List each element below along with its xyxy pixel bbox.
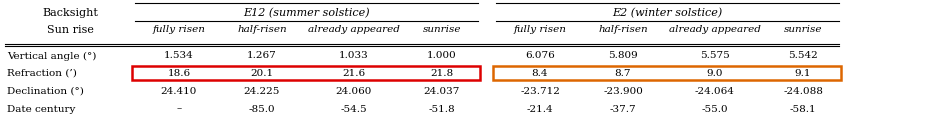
Text: -24.064: -24.064 xyxy=(695,86,735,95)
Text: –: – xyxy=(176,105,182,114)
Text: half-risen: half-risen xyxy=(598,25,647,34)
Text: fully risen: fully risen xyxy=(514,25,567,34)
Text: Sun rise: Sun rise xyxy=(46,25,94,35)
Text: 18.6: 18.6 xyxy=(168,69,191,78)
Text: -85.0: -85.0 xyxy=(248,105,275,114)
Text: 9.1: 9.1 xyxy=(794,69,811,78)
Text: Date century: Date century xyxy=(7,105,76,114)
Text: Vertical angle (°): Vertical angle (°) xyxy=(7,51,97,61)
Text: -54.5: -54.5 xyxy=(340,105,367,114)
Text: sunrise: sunrise xyxy=(784,25,822,34)
Text: Refraction (’): Refraction (’) xyxy=(7,69,77,78)
Text: -23.712: -23.712 xyxy=(520,86,560,95)
Text: 1.267: 1.267 xyxy=(247,52,277,60)
Text: 5.575: 5.575 xyxy=(700,52,729,60)
Text: -55.0: -55.0 xyxy=(702,105,728,114)
Text: 20.1: 20.1 xyxy=(250,69,274,78)
Text: already appeared: already appeared xyxy=(307,25,399,34)
Text: 24.225: 24.225 xyxy=(244,86,281,95)
Text: -58.1: -58.1 xyxy=(790,105,816,114)
Text: 1.033: 1.033 xyxy=(338,52,369,60)
Text: 21.8: 21.8 xyxy=(430,69,453,78)
Text: fully risen: fully risen xyxy=(153,25,206,34)
Text: 8.4: 8.4 xyxy=(532,69,548,78)
Text: 24.060: 24.060 xyxy=(336,86,372,95)
Text: E2 (winter solstice): E2 (winter solstice) xyxy=(612,8,722,18)
Bar xyxy=(493,66,841,80)
Text: 24.037: 24.037 xyxy=(424,86,460,95)
Text: 6.076: 6.076 xyxy=(525,52,555,60)
Text: 5.809: 5.809 xyxy=(608,52,638,60)
Text: 5.542: 5.542 xyxy=(788,52,818,60)
Text: -23.900: -23.900 xyxy=(603,86,643,95)
Text: 9.0: 9.0 xyxy=(706,69,722,78)
Bar xyxy=(132,66,480,80)
Text: 1.000: 1.000 xyxy=(428,52,457,60)
Text: sunrise: sunrise xyxy=(423,25,462,34)
Text: -21.4: -21.4 xyxy=(527,105,554,114)
Text: -37.7: -37.7 xyxy=(610,105,636,114)
Text: -24.088: -24.088 xyxy=(783,86,823,95)
Text: Backsight: Backsight xyxy=(42,8,98,18)
Text: already appeared: already appeared xyxy=(668,25,760,34)
Text: 8.7: 8.7 xyxy=(614,69,631,78)
Text: 24.410: 24.410 xyxy=(161,86,197,95)
Text: 1.534: 1.534 xyxy=(164,52,194,60)
Text: half-risen: half-risen xyxy=(237,25,287,34)
Text: E12 (summer solstice): E12 (summer solstice) xyxy=(244,8,370,18)
Text: -51.8: -51.8 xyxy=(428,105,455,114)
Text: Declination (°): Declination (°) xyxy=(7,86,83,95)
Text: 21.6: 21.6 xyxy=(342,69,365,78)
